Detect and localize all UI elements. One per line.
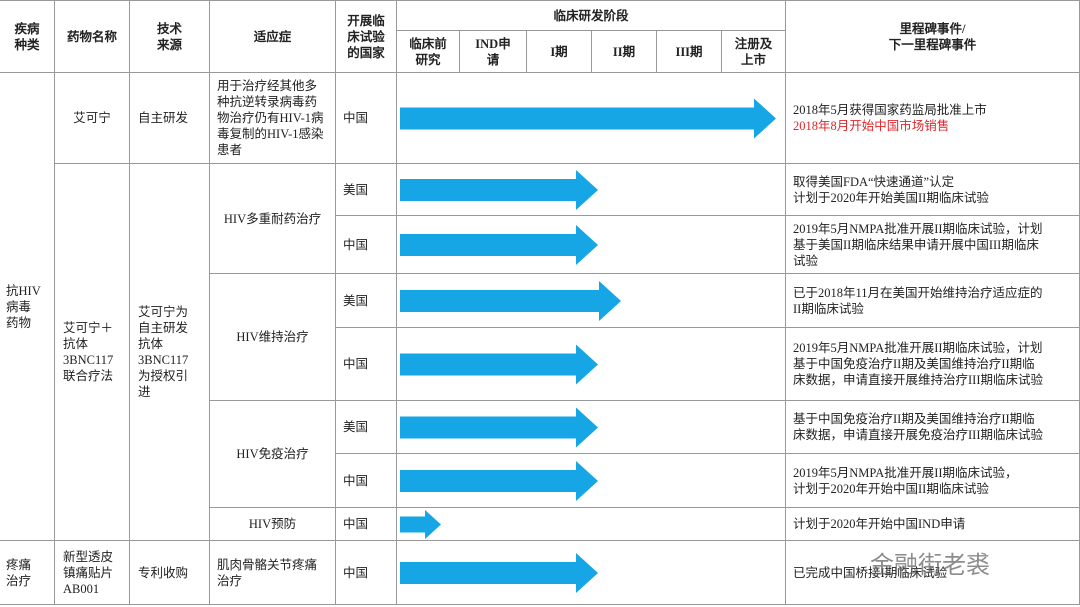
milestone: 取得美国FDA“快速通道”认定 计划于2020年开始美国II期临床试验 [786, 164, 1080, 216]
header-stage: 临床前研究 [397, 31, 460, 73]
country: 中国 [336, 328, 397, 401]
header-disease: 疾病种类 [0, 1, 55, 73]
stage-area [397, 401, 786, 454]
watermark: 金融街老裘 [870, 551, 990, 579]
progress-arrow [400, 407, 598, 448]
stage-area [397, 328, 786, 401]
disease: 抗HIV病毒药物 [0, 73, 55, 541]
milestone-line: 2019年5月NMPA批准开展II期临床试验，计划 基于美国II期临床结果申请开… [793, 221, 1043, 268]
stage-area [397, 454, 786, 508]
progress-arrow [400, 170, 598, 210]
header-stage-group: 临床研发阶段 [397, 1, 786, 31]
header-drug: 药物名称 [55, 1, 130, 73]
milestone: 2019年5月NMPA批准开展II期临床试验， 计划于2020年开始中国II期临… [786, 454, 1080, 508]
country: 中国 [336, 508, 397, 541]
header-stage: III期 [657, 31, 722, 73]
milestone: 2019年5月NMPA批准开展II期临床试验，计划 基于美国II期临床结果申请开… [786, 216, 1080, 274]
header-stage: 注册及上市 [722, 31, 786, 73]
header-stage: IND申请 [460, 31, 527, 73]
milestone-line: 2019年5月NMPA批准开展II期临床试验， 计划于2020年开始中国II期临… [793, 465, 1018, 496]
country: 美国 [336, 401, 397, 454]
header-stage: II期 [592, 31, 657, 73]
progress-arrow [400, 281, 621, 321]
milestone: 基于中国免疫治疗II期及美国维持治疗II期临 床数据，申请直接开展免疫治疗III… [786, 401, 1080, 454]
milestone-line: 基于中国免疫治疗II期及美国维持治疗II期临 床数据，申请直接开展免疫治疗III… [793, 412, 1043, 442]
indication: HIV预防 [210, 508, 336, 541]
milestone-line: 2018年8月开始中国市场销售 [793, 119, 950, 133]
milestone: 已于2018年11月在美国开始维持治疗适应症的 II期临床试验 [786, 274, 1080, 328]
header-country: 开展临床试验的国家 [336, 1, 397, 73]
indication: HIV多重耐药治疗 [210, 164, 336, 274]
milestone-line: 计划于2020年开始中国IND申请 [793, 517, 966, 531]
milestone: 2019年5月NMPA批准开展II期临床试验，计划 基于中国免疫治疗II期及美国… [786, 328, 1080, 401]
stage-area [397, 274, 786, 328]
drug-name: 新型透皮镇痛贴片AB001 [55, 541, 130, 605]
header-indication: 适应症 [210, 1, 336, 73]
country: 中国 [336, 73, 397, 164]
header-milestone: 里程碑事件/ 下一里程碑事件 [786, 1, 1080, 73]
indication: 用于治疗经其他多种抗逆转录病毒药物治疗仍有HIV-1病毒复制的HIV-1感染患者 [210, 73, 336, 164]
stage-area [397, 164, 786, 216]
milestone: 计划于2020年开始中国IND申请 [786, 508, 1080, 541]
disease: 疼痛治疗 [0, 541, 55, 605]
stage-area [397, 216, 786, 274]
milestone: 2018年5月获得国家药监局批准上市 2018年8月开始中国市场销售 [786, 73, 1080, 164]
progress-arrow [400, 461, 598, 501]
drug-name: 艾可宁＋抗体3BNC117联合疗法 [55, 164, 130, 541]
drug-tech: 艾可宁为自主研发 抗体3BNC117为授权引进 [130, 164, 210, 541]
drug-name: 艾可宁 [55, 73, 130, 164]
drug-tech: 专利收购 [130, 541, 210, 605]
country: 美国 [336, 274, 397, 328]
progress-arrow [400, 510, 441, 539]
milestone-line: 已完成中国桥接I期临床试验 [793, 565, 948, 580]
indication: 肌肉骨骼关节疼痛治疗 [210, 541, 336, 605]
stage-area [397, 508, 786, 541]
header-stage: I期 [527, 31, 592, 73]
stage-area [397, 73, 786, 164]
header-tech: 技术来源 [130, 1, 210, 73]
progress-arrow [400, 344, 598, 385]
indication: HIV维持治疗 [210, 274, 336, 401]
country: 美国 [336, 164, 397, 216]
stage-area [397, 541, 786, 605]
progress-arrow [400, 98, 776, 139]
country: 中国 [336, 454, 397, 508]
milestone-line: 2018年5月获得国家药监局批准上市 [793, 103, 987, 117]
country: 中国 [336, 216, 397, 274]
milestone-line: 取得美国FDA“快速通道”认定 计划于2020年开始美国II期临床试验 [793, 174, 989, 205]
milestone-line: 已于2018年11月在美国开始维持治疗适应症的 II期临床试验 [793, 285, 1043, 316]
drug-tech: 自主研发 [130, 73, 210, 164]
milestone-line: 2019年5月NMPA批准开展II期临床试验，计划 基于中国免疫治疗II期及美国… [793, 341, 1043, 387]
country: 中国 [336, 541, 397, 605]
progress-arrow [400, 553, 598, 593]
progress-arrow [400, 225, 598, 265]
indication: HIV免疫治疗 [210, 401, 336, 508]
